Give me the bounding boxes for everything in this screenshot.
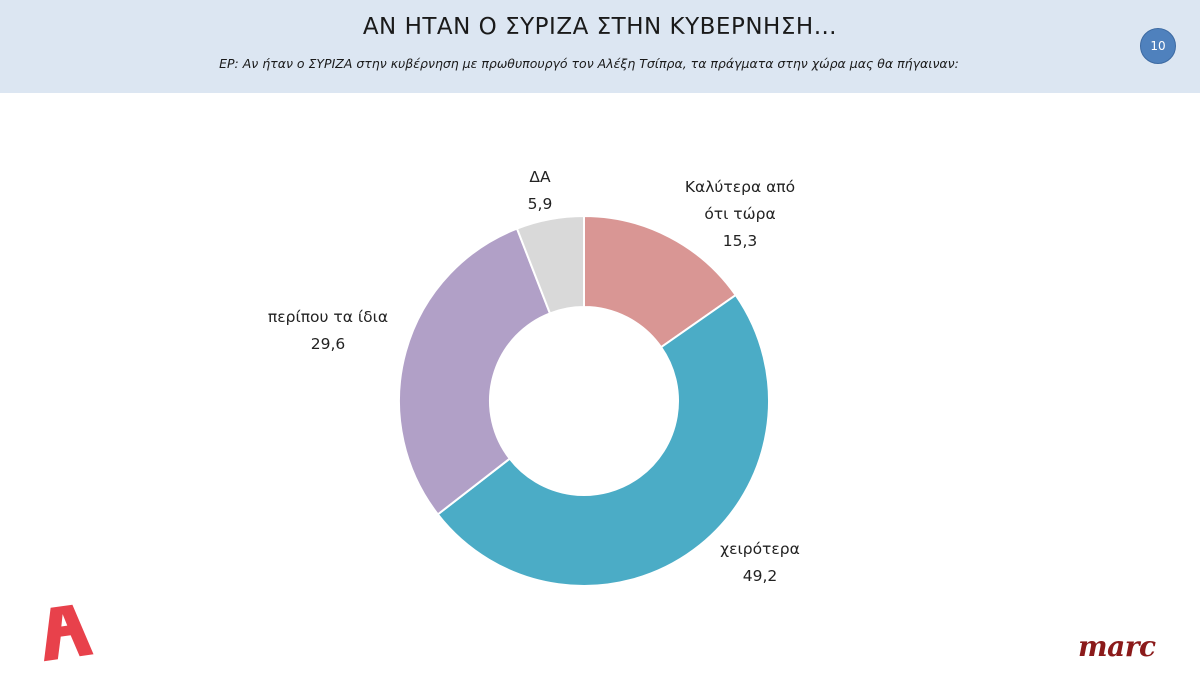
donut-slice-1 [436, 293, 771, 588]
slice-category-label-0: Καλύτερα από [685, 178, 795, 196]
page-title: ΑΝ ΗΤΑΝ Ο ΣΥΡΙΖΑ ΣΤΗΝ ΚΥΒΕΡΝΗΣΗ… [362, 14, 838, 40]
slice-value-label-2: 29,6 [311, 335, 346, 353]
header-bar: ΑΝ ΗΤΑΝ Ο ΣΥΡΙΖΑ ΣΤΗΝ ΚΥΒΕΡΝΗΣΗ… ΕΡ: Αν … [0, 0, 1200, 93]
page-number-badge: 10 [1140, 28, 1176, 64]
donut-slice-2 [398, 227, 552, 516]
question-subtitle: ΕΡ: Αν ήταν ο ΣΥΡΙΖΑ στην κυβέρνηση με π… [219, 56, 959, 71]
slice-category-label-0: ότι τώρα [704, 205, 775, 223]
slice-category-label-2: περίπου τα ίδια [268, 308, 388, 326]
slice-value-label-3: 5,9 [528, 195, 553, 213]
donut-slice-3 [515, 214, 585, 315]
slice-value-label-0: 15,3 [723, 232, 758, 250]
alpha-logo [44, 604, 94, 662]
alpha-logo-shape [44, 604, 94, 662]
marc-logo: marc [1078, 630, 1156, 663]
slice-category-label-1: χειρότερα [720, 540, 800, 558]
slice-value-label-1: 49,2 [743, 567, 778, 585]
donut-chart: Καλύτερα από ότι τώρα 15,3 χειρότερα 49,2 περ… [268, 168, 800, 588]
slice-category-label-3: ΔΑ [529, 168, 551, 186]
